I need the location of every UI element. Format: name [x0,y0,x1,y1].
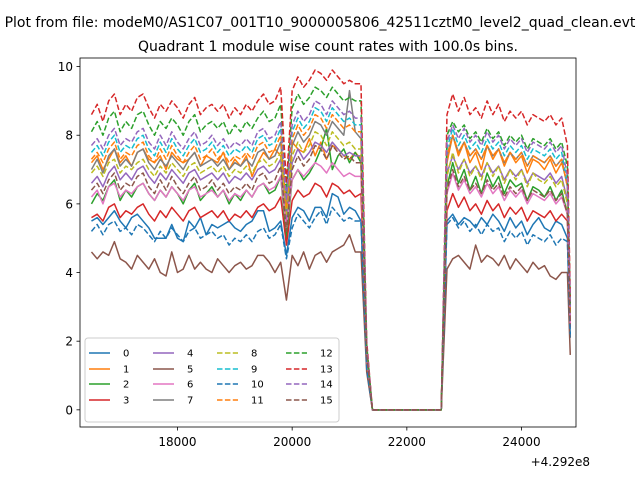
series-line-4 [90,141,572,411]
series-line-14 [90,100,572,411]
y-axis: 0 2 4 6 8 10 [58,60,80,417]
x-tick-label: 24000 [502,435,540,449]
series-line-0 [91,192,572,411]
legend-item-15: 15 [286,396,333,407]
legend-item-3: 3 [89,396,129,407]
legend-frame [84,337,340,423]
series-line-8 [90,131,572,411]
legend-item-9: 9 [217,365,257,376]
series-line-9 [90,107,572,411]
x-axis: 18000 20000 22000 24000 [158,427,541,449]
legend-label: 14 [320,380,333,391]
x-tick-label: 18000 [158,435,196,449]
y-tick-label: 0 [65,403,73,417]
figure-suptitle: Plot from file: modeM0/AS1C07_001T10_900… [5,15,636,31]
series-line-11 [90,113,572,411]
legend-label: 6 [187,380,193,391]
legend-item-13: 13 [286,365,333,376]
legend-item-14: 14 [286,380,333,391]
x-offset-label: +4.292e8 [531,455,590,469]
legend-item-6: 6 [153,380,193,391]
y-tick-label: 2 [65,335,73,349]
legend-label: 2 [123,380,129,391]
series-line-15 [90,144,572,411]
legend-label: 11 [251,396,264,407]
series-line-5 [90,234,572,411]
y-tick-label: 4 [65,266,73,280]
x-tick-label: 20000 [273,435,311,449]
series-line-6 [90,161,572,411]
legend-label: 15 [320,396,333,407]
y-tick-label: 6 [65,197,73,211]
legend-label: 9 [251,365,257,376]
series-line-13 [90,69,572,411]
legend-item-10: 10 [217,380,264,391]
axes-frame [79,57,577,428]
legend-item-2: 2 [89,380,129,391]
legend-item-1: 1 [89,365,129,376]
series-line-12 [90,86,572,411]
legend-label: 7 [187,396,193,407]
chart-title: Quadrant 1 module wise count rates with … [138,39,518,55]
legend-label: 12 [320,349,333,360]
legend-item-12: 12 [286,349,333,360]
legend-item-8: 8 [217,349,257,360]
legend-label: 4 [187,349,193,360]
series-line-3 [91,182,572,411]
legend-label: 8 [251,349,257,360]
x-tick-label: 22000 [388,435,426,449]
legend-label: 3 [123,396,129,407]
y-tick-label: 10 [58,60,73,74]
plot-area [90,69,572,411]
series-line-7 [90,89,572,411]
legend-label: 1 [123,365,129,376]
legend-label: 0 [123,349,129,360]
legend-item-11: 11 [217,396,264,407]
legend-label: 13 [320,365,333,376]
legend-label: 10 [251,380,264,391]
legend-item-7: 7 [153,396,193,407]
legend-item-4: 4 [153,349,193,360]
y-tick-label: 8 [65,129,73,143]
legend-label: 5 [187,365,193,376]
legend-item-5: 5 [153,365,193,376]
series-line-10 [90,206,572,411]
legend-item-0: 0 [89,349,129,360]
